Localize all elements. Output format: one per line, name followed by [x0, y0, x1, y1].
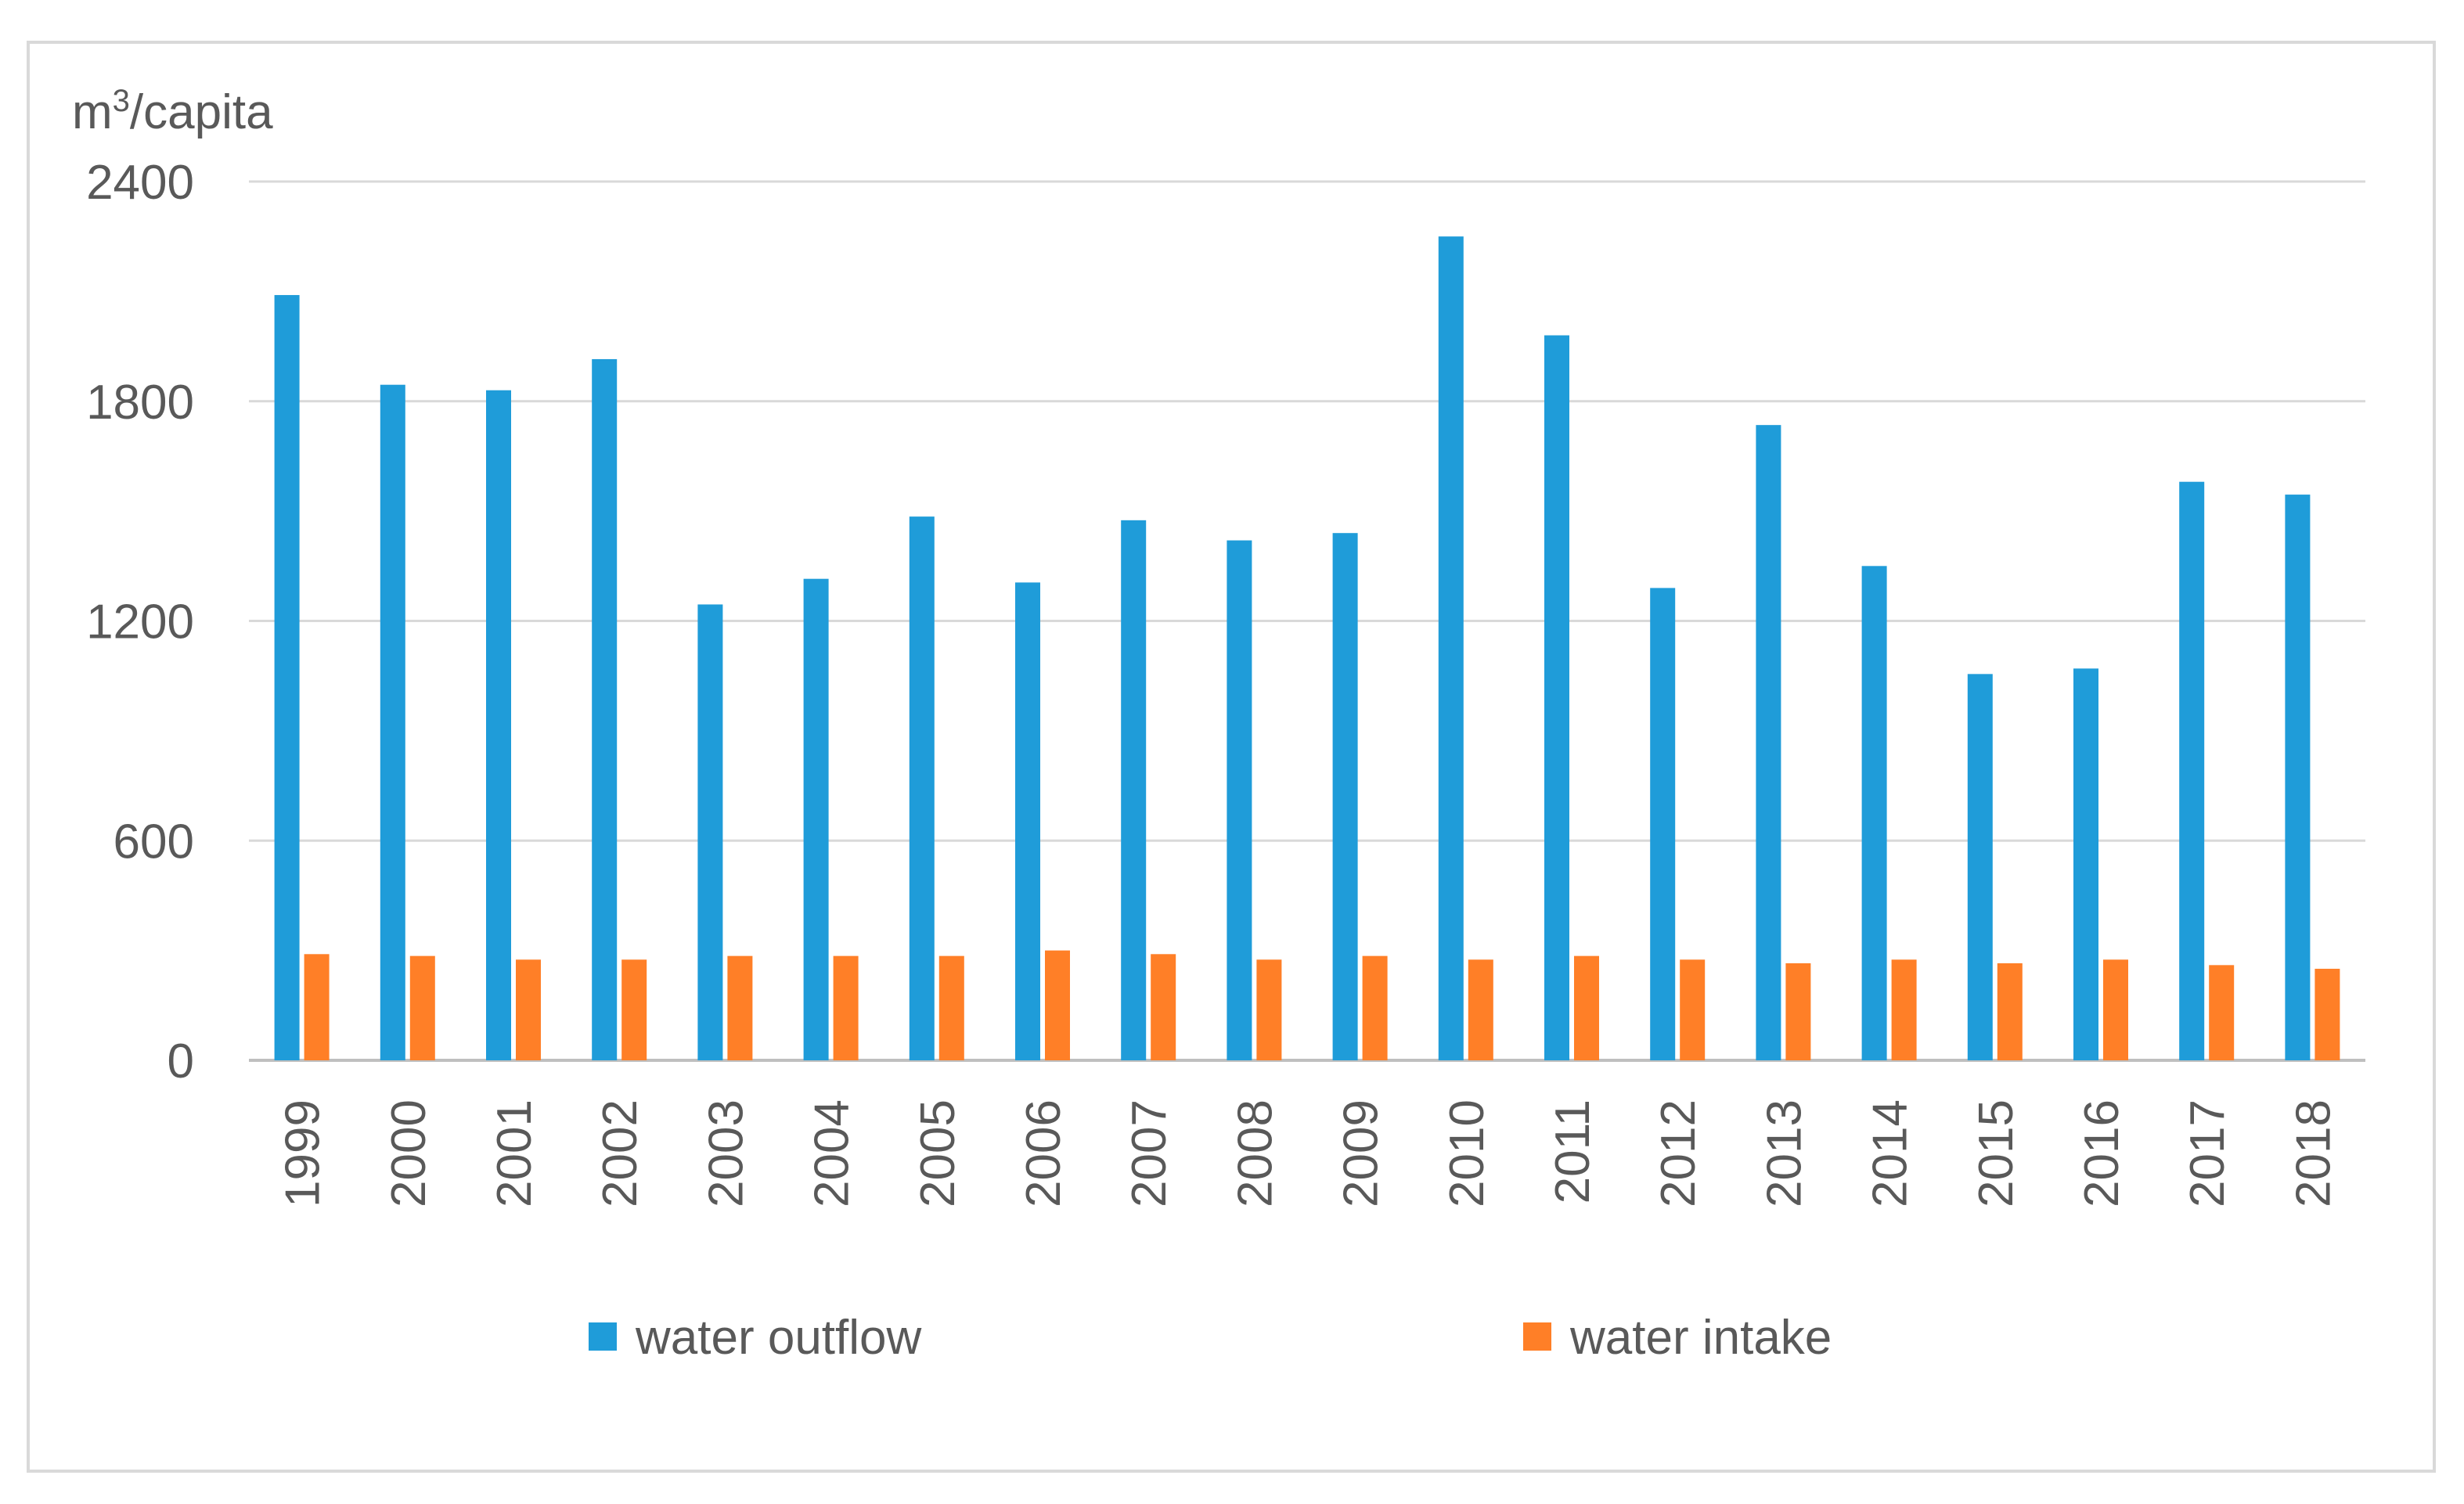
x-tick-label: 2009 [1335, 1099, 1389, 1207]
bar-water-outflow-2001 [486, 390, 511, 1060]
bar-water-intake-2009 [1362, 955, 1388, 1060]
x-tick-label: 2004 [805, 1099, 859, 1207]
x-tick-label: 2002 [593, 1099, 647, 1207]
y-tick-label: 600 [113, 815, 194, 869]
y-tick-label: 2400 [86, 156, 194, 210]
x-tick-label: 2014 [1864, 1099, 1918, 1207]
x-tick-label: 2000 [382, 1099, 436, 1207]
bar-water-outflow-2011 [1544, 335, 1569, 1060]
x-tick-label: 2015 [1969, 1099, 2023, 1207]
bar-water-intake-2008 [1256, 959, 1282, 1060]
bar-water-intake-2006 [1045, 950, 1070, 1060]
y-tick-labels: 0 600 1200 1800 2400 [86, 156, 194, 1088]
bar-water-outflow-2006 [1015, 582, 1040, 1060]
x-tick-label: 2012 [1652, 1099, 1706, 1207]
x-tick-label: 1999 [276, 1099, 330, 1207]
legend: water outflow water intake [589, 1311, 1832, 1365]
bar-water-intake-2015 [1997, 963, 2023, 1060]
y-tick-label: 1200 [86, 595, 194, 649]
bar-water-intake-2018 [2315, 969, 2340, 1060]
y-axis-label: m3/capita [72, 84, 273, 139]
bar-water-intake-1999 [304, 954, 330, 1060]
x-tick-label: 2013 [1757, 1099, 1811, 1207]
bar-water-intake-2017 [2209, 965, 2235, 1060]
bar-water-intake-2007 [1151, 954, 1176, 1060]
bar-water-outflow-2017 [2179, 481, 2205, 1060]
gridlines [249, 180, 2365, 1062]
x-tick-label: 2003 [699, 1099, 753, 1207]
bar-water-outflow-2004 [803, 578, 829, 1060]
bar-water-outflow-1999 [274, 295, 300, 1060]
bar-water-outflow-2013 [1756, 425, 1781, 1060]
bar-water-intake-2013 [1785, 963, 1811, 1060]
y-tick-label: 0 [168, 1034, 194, 1088]
legend-swatch [1523, 1322, 1551, 1351]
legend-label: water intake [1569, 1311, 1832, 1365]
bar-water-intake-2003 [727, 955, 753, 1060]
bar-water-intake-2005 [938, 955, 964, 1060]
bar-water-intake-2016 [2103, 959, 2128, 1060]
bar-water-outflow-2012 [1650, 588, 1676, 1060]
bar-water-intake-2002 [621, 959, 647, 1060]
bar-water-intake-2014 [1891, 959, 1917, 1060]
bar-water-outflow-2008 [1227, 540, 1252, 1060]
x-tick-labels: 1999 2000 2001 2002 2003 2004 2005 2006 2007 2008… [276, 1099, 2341, 1207]
bar-water-outflow-2007 [1121, 520, 1147, 1060]
bar-water-outflow-2018 [2285, 495, 2311, 1060]
bar-water-outflow-2016 [2073, 668, 2098, 1060]
bar-water-intake-2001 [516, 959, 541, 1060]
bar-water-intake-2012 [1680, 959, 1706, 1060]
bar-water-outflow-2002 [592, 358, 618, 1060]
bar-water-outflow-2015 [1967, 674, 1993, 1060]
legend-label: water outflow [635, 1311, 922, 1365]
x-tick-label: 2011 [1546, 1099, 1600, 1204]
x-tick-label: 2005 [911, 1099, 965, 1207]
x-tick-label: 2010 [1440, 1099, 1494, 1207]
x-tick-label: 2016 [2075, 1099, 2129, 1207]
x-tick-label: 2006 [1017, 1099, 1071, 1207]
bar-water-outflow-2003 [697, 604, 723, 1060]
x-tick-label: 2008 [1228, 1099, 1282, 1207]
bar-water-outflow-2005 [909, 516, 935, 1060]
bars [274, 236, 2340, 1061]
bar-water-intake-2004 [833, 955, 859, 1060]
bar-water-outflow-2000 [380, 384, 405, 1061]
bar-water-intake-2010 [1468, 959, 1493, 1060]
x-tick-label: 2001 [488, 1099, 542, 1207]
x-tick-label: 2007 [1122, 1099, 1176, 1207]
bar-water-outflow-2014 [1861, 566, 1887, 1060]
bar-water-intake-2000 [409, 955, 435, 1060]
x-tick-label: 2018 [2286, 1099, 2340, 1207]
x-tick-label: 2017 [2181, 1099, 2235, 1207]
bar-water-outflow-2009 [1332, 533, 1358, 1060]
bar-water-intake-2011 [1574, 955, 1599, 1060]
y-tick-label: 1800 [86, 376, 194, 430]
legend-swatch [589, 1322, 617, 1351]
bar-water-outflow-2010 [1438, 236, 1464, 1060]
